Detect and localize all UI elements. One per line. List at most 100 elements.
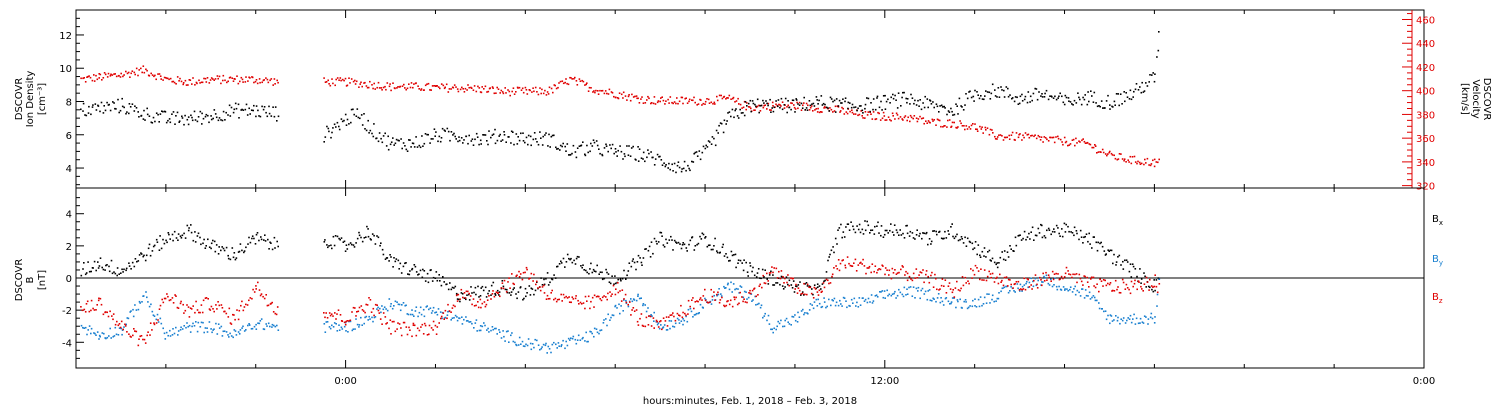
data-point xyxy=(779,104,781,106)
data-point xyxy=(373,314,375,317)
data-point xyxy=(547,284,550,286)
data-point xyxy=(415,271,418,273)
data-point xyxy=(204,247,207,249)
data-point xyxy=(896,107,899,109)
data-point xyxy=(808,100,811,102)
data-point xyxy=(919,297,921,300)
data-point xyxy=(761,268,764,271)
data-point xyxy=(1033,135,1035,138)
data-point xyxy=(518,336,521,339)
data-point xyxy=(842,231,845,233)
data-point xyxy=(341,320,344,322)
data-point xyxy=(648,245,651,248)
data-point xyxy=(266,78,269,81)
data-point xyxy=(1084,275,1086,278)
data-point xyxy=(708,141,711,143)
data-point xyxy=(851,103,854,106)
data-point xyxy=(353,246,356,248)
data-point xyxy=(89,76,92,79)
data-point xyxy=(892,93,894,96)
data-point xyxy=(617,291,620,294)
data-point xyxy=(145,254,148,257)
data-point xyxy=(151,310,154,313)
data-point xyxy=(956,105,958,107)
data-point xyxy=(546,352,548,354)
data-point xyxy=(199,311,201,314)
data-point xyxy=(491,134,494,136)
data-point xyxy=(183,312,185,314)
data-point xyxy=(804,312,806,314)
data-point xyxy=(339,314,342,316)
data-point xyxy=(323,241,326,243)
data-point xyxy=(981,279,983,281)
data-point xyxy=(381,248,384,251)
data-point xyxy=(931,118,934,121)
data-point xyxy=(955,103,957,105)
data-point xyxy=(84,311,87,313)
data-point xyxy=(844,97,847,99)
data-point xyxy=(1051,96,1053,98)
data-point xyxy=(1134,279,1136,282)
data-point xyxy=(510,142,512,144)
data-point xyxy=(1066,288,1068,290)
data-point xyxy=(686,102,689,104)
data-point xyxy=(1096,283,1098,285)
data-point xyxy=(409,313,412,316)
data-point xyxy=(903,237,906,239)
data-point xyxy=(95,334,97,336)
data-point xyxy=(833,99,836,102)
data-point xyxy=(187,84,189,86)
data-point xyxy=(739,259,742,262)
data-point xyxy=(673,239,676,242)
data-point xyxy=(274,247,276,249)
data-point xyxy=(806,293,808,296)
data-point xyxy=(429,89,431,91)
data-point xyxy=(98,338,100,340)
data-point xyxy=(556,347,558,349)
data-point xyxy=(766,108,768,110)
data-point xyxy=(890,294,893,297)
data-point xyxy=(732,97,734,100)
data-point xyxy=(166,77,169,80)
data-point xyxy=(766,102,768,105)
data-point xyxy=(1087,240,1089,243)
data-point xyxy=(80,77,82,80)
data-point xyxy=(494,294,497,296)
data-point xyxy=(1068,144,1071,146)
data-point xyxy=(1058,95,1060,98)
data-point xyxy=(207,114,209,117)
data-point xyxy=(537,93,540,96)
data-point xyxy=(1146,157,1149,160)
data-point xyxy=(271,323,274,326)
data-point xyxy=(638,102,641,104)
data-point xyxy=(348,320,350,322)
data-point xyxy=(240,304,242,307)
data-point xyxy=(930,274,932,277)
legend-subscript: z xyxy=(1439,297,1443,305)
data-point xyxy=(187,229,190,232)
data-point xyxy=(250,109,253,111)
data-point xyxy=(945,292,948,294)
data-point xyxy=(940,125,942,128)
data-point xyxy=(553,84,556,86)
data-point xyxy=(966,128,969,130)
data-point xyxy=(674,319,677,322)
data-point xyxy=(816,305,819,307)
data-point xyxy=(124,325,127,327)
data-point xyxy=(83,77,85,79)
data-point xyxy=(245,246,247,249)
data-point xyxy=(491,86,494,88)
data-point xyxy=(200,321,203,324)
data-point xyxy=(807,104,809,107)
data-point xyxy=(677,241,680,244)
data-point xyxy=(465,135,468,138)
data-point xyxy=(1079,295,1082,297)
data-point xyxy=(1144,275,1146,278)
data-point xyxy=(813,284,816,286)
data-point xyxy=(725,123,727,125)
data-point xyxy=(164,297,167,300)
data-point xyxy=(891,231,894,233)
data-point xyxy=(1059,138,1062,141)
data-point xyxy=(689,239,692,242)
data-point xyxy=(619,278,622,281)
